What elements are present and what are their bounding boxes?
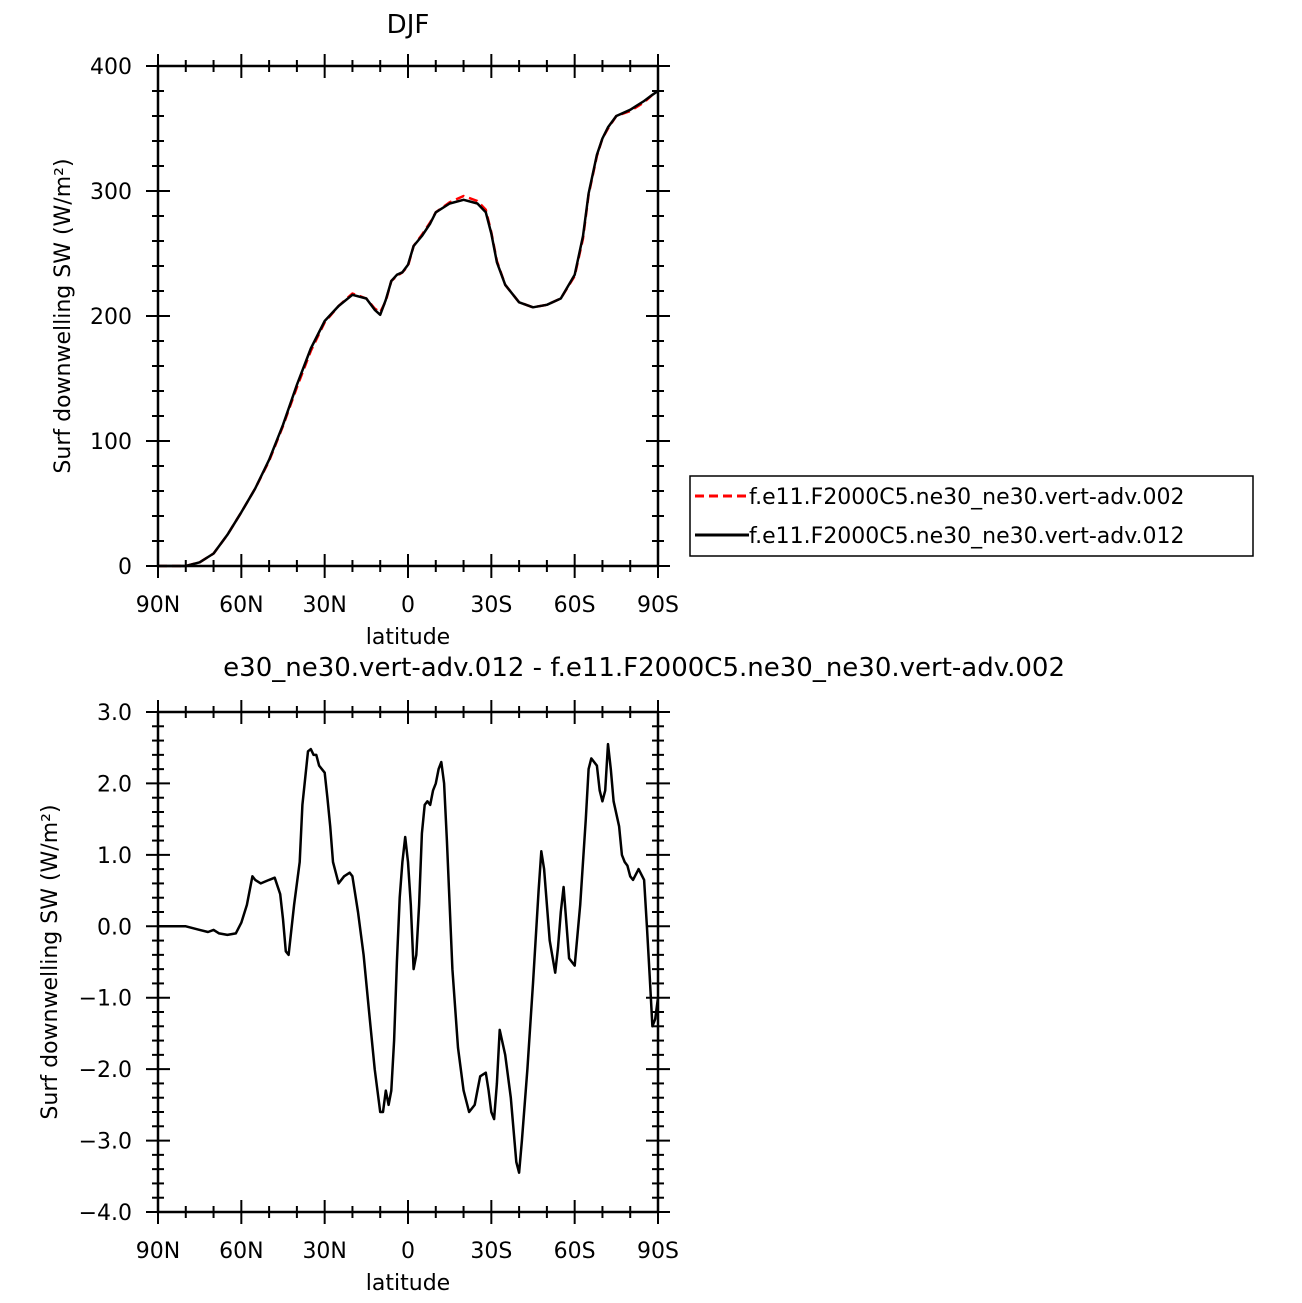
x-tick-label: 0	[401, 593, 415, 618]
plot-frame	[156, 710, 660, 1214]
top-plot: 90N 60N 30N 0 30S 60S 90S 0 100 200 300 400 latitude…	[51, 54, 679, 650]
series-line-1	[158, 89, 659, 568]
x-tick-label: 60S	[554, 1239, 596, 1264]
x-tick-label: 90S	[637, 593, 679, 618]
bottom-plot: 90N 60N 30N 0 30S 60S 90S −4.0 −3.0 −2.0 −1.0 0.0 1.…	[38, 700, 679, 1296]
y-tick-label: 400	[90, 55, 132, 80]
series-line-2	[158, 89, 659, 568]
x-tick-label: 60S	[554, 593, 596, 618]
legend: f.e11.F2000C5.ne30_ne30.vert-adv.002 f.e…	[689, 475, 1254, 557]
y-tick-label: −1.0	[79, 987, 132, 1012]
y-tick-label: 2.0	[97, 772, 132, 797]
y-axis-label: Surf downwelling SW (W/m²)	[38, 804, 63, 1119]
y-axis-label: Surf downwelling SW (W/m²)	[51, 158, 76, 473]
series-line-1	[158, 742, 660, 1174]
x-tick-label: 90N	[136, 1239, 180, 1264]
top-chart-title: DJF	[387, 10, 430, 40]
x-axis-label: latitude	[366, 1271, 450, 1296]
plot-frame	[156, 64, 660, 568]
y-tick-label: 0	[118, 555, 132, 580]
y-tick-label: 0.0	[97, 915, 132, 940]
legend-box	[689, 475, 1254, 557]
x-tick-label: 60N	[219, 593, 263, 618]
x-tick-label: 30S	[470, 593, 512, 618]
legend-label-series-2: f.e11.F2000C5.ne30_ne30.vert-adv.012	[749, 524, 1185, 549]
x-tick-label: 30N	[302, 593, 346, 618]
x-tick-label: 90S	[637, 1239, 679, 1264]
y-tick-label: −4.0	[79, 1201, 132, 1226]
y-tick-label: 100	[90, 430, 132, 455]
y-tick-label: 300	[90, 180, 132, 205]
x-tick-label: 30N	[302, 1239, 346, 1264]
y-tick-label: 1.0	[97, 844, 132, 869]
legend-label-series-1: f.e11.F2000C5.ne30_ne30.vert-adv.002	[749, 485, 1185, 510]
x-axis-label: latitude	[366, 625, 450, 650]
y-tick-label: 3.0	[97, 701, 132, 726]
y-tick-label: 200	[90, 305, 132, 330]
x-tick-label: 60N	[219, 1239, 263, 1264]
x-tick-label: 0	[401, 1239, 415, 1264]
x-tick-label: 30S	[470, 1239, 512, 1264]
y-tick-label: −2.0	[79, 1058, 132, 1083]
bottom-chart-title: e30_ne30.vert-adv.012 - f.e11.F2000C5.ne…	[223, 653, 1065, 683]
y-tick-label: −3.0	[79, 1130, 132, 1155]
x-tick-label: 90N	[136, 593, 180, 618]
